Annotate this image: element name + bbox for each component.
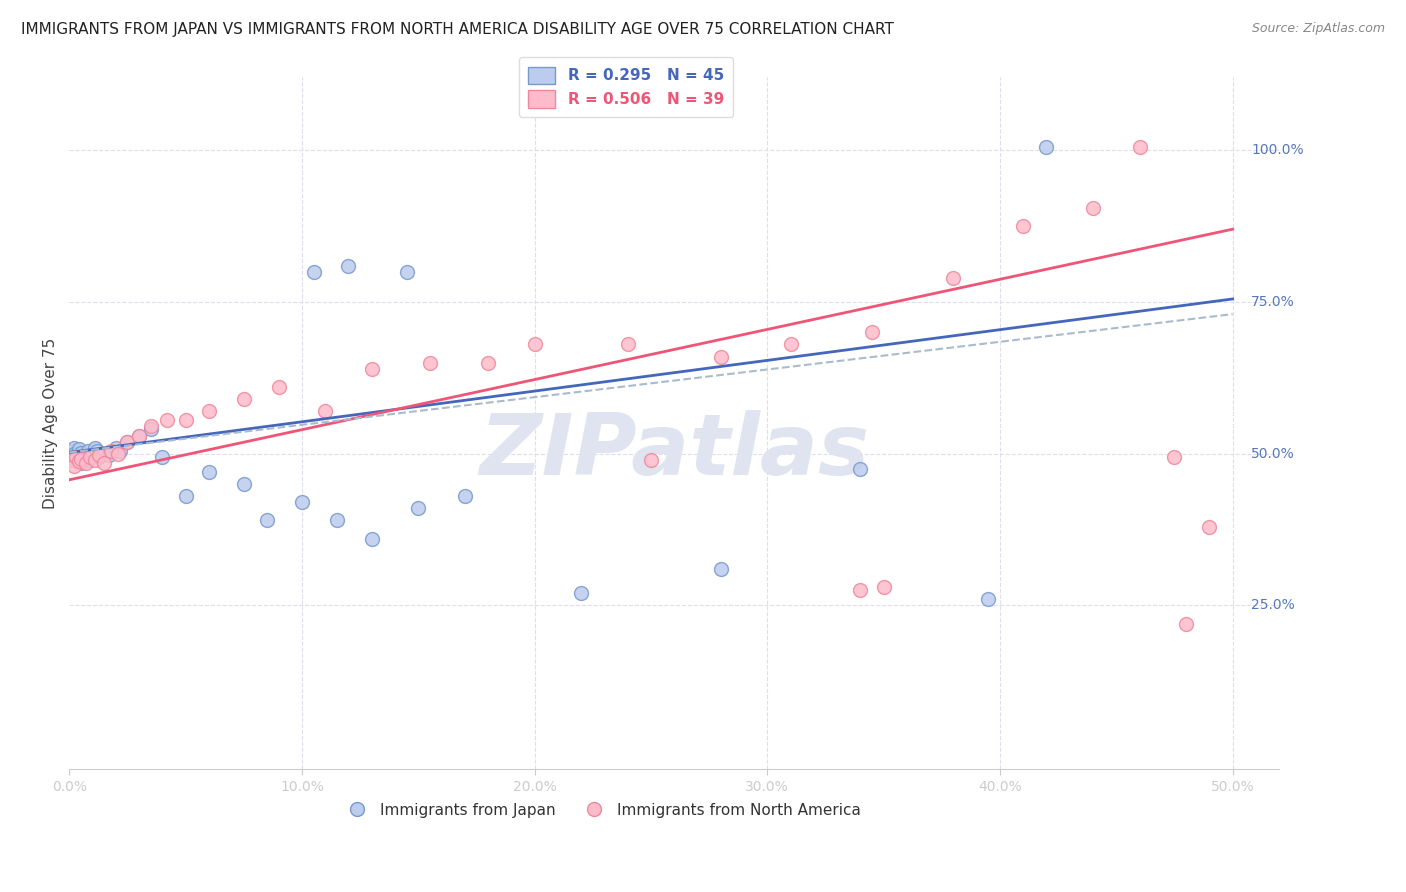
Point xyxy=(79,450,101,464)
Point xyxy=(110,443,132,458)
Text: 75.0%: 75.0% xyxy=(1251,295,1295,309)
Text: Source: ZipAtlas.com: Source: ZipAtlas.com xyxy=(1251,22,1385,36)
Point xyxy=(70,456,93,470)
Point xyxy=(477,356,499,370)
Point xyxy=(83,452,105,467)
Text: 25.0%: 25.0% xyxy=(1251,599,1295,613)
Text: 100.0%: 100.0% xyxy=(1251,144,1303,157)
Point xyxy=(72,450,94,464)
Point xyxy=(849,583,872,598)
Point xyxy=(419,356,441,370)
Point xyxy=(779,337,801,351)
Point xyxy=(860,326,883,340)
Point xyxy=(640,452,662,467)
Point xyxy=(1128,140,1150,154)
Point xyxy=(326,513,349,527)
Point xyxy=(93,447,115,461)
Point xyxy=(198,465,221,479)
Text: 50.0%: 50.0% xyxy=(1251,447,1295,460)
Point xyxy=(97,448,120,462)
Point xyxy=(93,456,115,470)
Point xyxy=(174,413,197,427)
Point xyxy=(67,454,90,468)
Point xyxy=(63,441,86,455)
Point xyxy=(1175,616,1198,631)
Point xyxy=(67,451,90,466)
Point xyxy=(1198,519,1220,533)
Point xyxy=(65,450,87,464)
Point xyxy=(128,428,150,442)
Point xyxy=(395,265,418,279)
Point xyxy=(569,586,592,600)
Point xyxy=(337,259,360,273)
Point xyxy=(232,392,254,406)
Point xyxy=(454,489,477,503)
Point xyxy=(849,462,872,476)
Point xyxy=(76,452,98,467)
Point xyxy=(86,443,108,458)
Point xyxy=(616,337,638,351)
Point xyxy=(302,265,325,279)
Point xyxy=(256,513,278,527)
Point xyxy=(872,580,894,594)
Point xyxy=(360,361,382,376)
Point xyxy=(174,489,197,503)
Point xyxy=(63,452,86,467)
Point xyxy=(117,434,139,449)
Point xyxy=(89,448,111,462)
Point xyxy=(100,443,122,458)
Point xyxy=(89,450,111,464)
Point xyxy=(63,447,86,461)
Point xyxy=(139,419,162,434)
Point xyxy=(107,447,129,461)
Point xyxy=(65,454,87,468)
Point xyxy=(60,450,83,464)
Point xyxy=(82,448,104,462)
Point xyxy=(710,350,733,364)
Point xyxy=(406,501,429,516)
Point xyxy=(63,458,86,473)
Text: ZIPatlas: ZIPatlas xyxy=(479,409,869,492)
Point xyxy=(267,380,290,394)
Point xyxy=(1081,201,1104,215)
Point xyxy=(65,448,87,462)
Point xyxy=(70,451,93,466)
Point xyxy=(360,532,382,546)
Point xyxy=(70,445,93,459)
Legend: Immigrants from Japan, Immigrants from North America: Immigrants from Japan, Immigrants from N… xyxy=(336,797,868,824)
Point xyxy=(76,443,98,458)
Point xyxy=(291,495,314,509)
Point xyxy=(710,562,733,576)
Point xyxy=(314,404,336,418)
Point xyxy=(523,337,546,351)
Point xyxy=(75,448,97,462)
Point xyxy=(67,442,90,456)
Point xyxy=(79,450,101,464)
Text: IMMIGRANTS FROM JAPAN VS IMMIGRANTS FROM NORTH AMERICA DISABILITY AGE OVER 75 CO: IMMIGRANTS FROM JAPAN VS IMMIGRANTS FROM… xyxy=(21,22,894,37)
Point xyxy=(1012,219,1035,234)
Point xyxy=(75,456,97,470)
Point xyxy=(1035,140,1057,154)
Point xyxy=(156,413,179,427)
Point xyxy=(1163,450,1185,464)
Point xyxy=(60,443,83,458)
Point xyxy=(977,592,1000,607)
Point xyxy=(117,434,139,449)
Point xyxy=(150,450,173,464)
Point xyxy=(83,441,105,455)
Point xyxy=(60,452,83,467)
Y-axis label: Disability Age Over 75: Disability Age Over 75 xyxy=(44,338,58,509)
Point xyxy=(104,441,127,455)
Point xyxy=(128,428,150,442)
Point xyxy=(139,422,162,436)
Point xyxy=(942,270,965,285)
Point xyxy=(198,404,221,418)
Point xyxy=(232,477,254,491)
